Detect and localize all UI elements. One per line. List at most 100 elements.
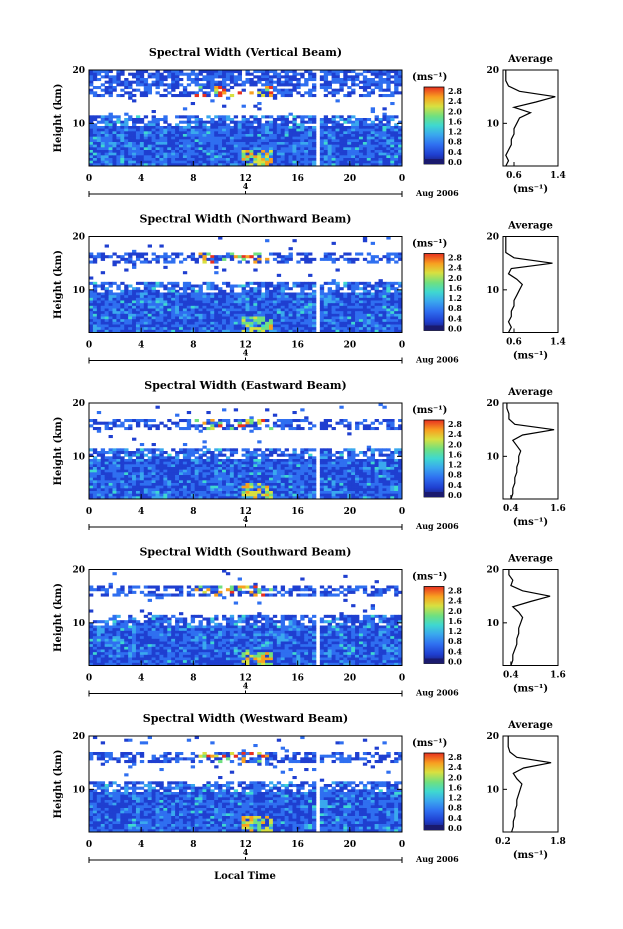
colorbar-tick-label: 0.4 — [448, 813, 462, 823]
colorbar-tick-label: 0.4 — [448, 646, 462, 656]
colorbar-tick-label: 2.4 — [448, 429, 462, 439]
x-tick-label: 12 — [239, 840, 252, 850]
colorbar — [423, 419, 445, 498]
colorbar-tick-label: 2.4 — [448, 762, 462, 772]
colorbar-tick-label: 0.0 — [448, 490, 462, 500]
average-title: Average — [507, 720, 553, 731]
average-x-label: (ms⁻¹) — [513, 184, 548, 195]
x-tick-label: 20 — [344, 174, 357, 184]
average-profile-line — [508, 569, 551, 666]
colorbar-tick-label: 1.2 — [448, 626, 462, 636]
colorbar-tick-label: 2.8 — [448, 752, 462, 762]
colorbar-tick-label: 0.4 — [448, 147, 462, 157]
x-tick-label: 4 — [138, 507, 144, 517]
colorbar-tick-label: 0.4 — [448, 480, 462, 490]
x-tick-label: 8 — [190, 674, 196, 684]
x-tick-label: 8 — [190, 840, 196, 850]
x-tick-label: 4 — [138, 840, 144, 850]
average-profile-line — [507, 736, 552, 833]
colorbar-tick-label: 0.0 — [448, 823, 462, 833]
colorbar-tick-label: 1.2 — [448, 127, 462, 137]
colorbar-tick-label: 2.0 — [448, 606, 462, 616]
colorbar-tick-label: 2.8 — [448, 253, 462, 263]
colorbar-low — [424, 825, 444, 830]
x-tick-label: 4 — [138, 174, 144, 184]
avg-x-tick-label: 0.4 — [503, 504, 519, 514]
y-tick-label: 10 — [72, 119, 85, 129]
panel-title: Spectral Width (Northward Beam) — [140, 213, 352, 226]
avg-x-tick-label: 1.4 — [550, 171, 566, 181]
x-tick-label: 16 — [291, 674, 304, 684]
colorbar-tick-label: 2.8 — [448, 586, 462, 596]
colorbar-tick-label: 2.4 — [448, 96, 462, 106]
colorbar-low — [424, 492, 444, 497]
y-axis-label: Height (km) — [53, 583, 64, 652]
y-tick-label: 20 — [72, 399, 85, 409]
y-tick-label: 10 — [72, 785, 85, 795]
colorbar-tick-label: 0.0 — [448, 324, 462, 334]
y-axis-label: Height (km) — [53, 750, 64, 819]
x-tick-label: 12 — [239, 507, 252, 517]
heatmap-cells — [89, 403, 403, 500]
date-label: Aug 2006 — [415, 521, 459, 531]
panel-3: Spectral Width (Southward Beam) Height (k… — [53, 546, 566, 698]
date-label: Aug 2006 — [415, 355, 459, 365]
colorbar-tick-label: 0.0 — [448, 157, 462, 167]
date-label: Aug 2006 — [415, 188, 459, 198]
y-tick-label: 20 — [72, 732, 85, 742]
average-x-label: (ms⁻¹) — [513, 517, 548, 528]
heatmap-cells — [89, 569, 403, 666]
colorbar — [423, 253, 445, 331]
avg-x-tick-label: 1.6 — [550, 504, 566, 514]
x-tick-label: 0 — [86, 507, 92, 517]
colorbar-tick-label: 0.8 — [448, 470, 462, 480]
colorbar-tick-label: 1.6 — [448, 283, 462, 293]
average-x-label: (ms⁻¹) — [513, 684, 548, 695]
x-tick-label: 8 — [190, 174, 196, 184]
colorbar-tick-label: 1.6 — [448, 782, 462, 792]
panel-title: Spectral Width (Eastward Beam) — [144, 379, 346, 392]
colorbar-tick-label: 0.0 — [448, 657, 462, 667]
avg-y-tick-label: 10 — [486, 452, 499, 462]
x-tick-label: 16 — [291, 507, 304, 517]
x-tick-label: 4 — [138, 341, 144, 351]
colorbar-unit: (ms⁻¹) — [412, 738, 447, 749]
colorbar-unit: (ms⁻¹) — [412, 72, 447, 83]
x-tick-label: 12 — [239, 174, 252, 184]
avg-y-tick-label: 20 — [486, 66, 499, 76]
avg-x-tick-label: 0.6 — [506, 338, 522, 348]
colorbar-tick-label: 2.8 — [448, 419, 462, 429]
colorbar-tick-label: 2.0 — [448, 772, 462, 782]
y-axis-label: Height (km) — [53, 250, 64, 319]
x-tick-label: 4 — [138, 674, 144, 684]
date-marker-label: 4 — [243, 681, 249, 691]
x-tick-label: 20 — [344, 507, 357, 517]
x-tick-label: 20 — [344, 840, 357, 850]
avg-y-tick-label: 10 — [486, 619, 499, 629]
average-x-label: (ms⁻¹) — [513, 351, 548, 362]
x-tick-label: 0 — [399, 174, 405, 184]
average-profile-line — [505, 70, 556, 167]
colorbar-tick-label: 0.4 — [448, 313, 462, 323]
x-tick-label: 0 — [86, 341, 92, 351]
date-marker-label: 4 — [243, 181, 249, 191]
heatmap-cells — [89, 736, 403, 833]
x-tick-label: 0 — [399, 840, 405, 850]
avg-y-tick-label: 20 — [486, 732, 499, 742]
x-tick-label: 16 — [291, 174, 304, 184]
average-x-label: (ms⁻¹) — [513, 850, 548, 861]
panel-title: Spectral Width (Vertical Beam) — [149, 46, 342, 59]
avg-y-tick-label: 20 — [486, 566, 499, 576]
average-frame — [502, 735, 559, 833]
colorbar-tick-label: 2.0 — [448, 106, 462, 116]
colorbar-low — [424, 658, 444, 664]
x-tick-label: 0 — [399, 507, 405, 517]
panel-title: Spectral Width (Westward Beam) — [143, 712, 348, 725]
colorbar-tick-label: 0.8 — [448, 137, 462, 147]
x-tick-label: 8 — [190, 507, 196, 517]
colorbar-tick-label: 0.8 — [448, 303, 462, 313]
date-marker-label: 4 — [243, 348, 249, 358]
average-frame — [502, 69, 559, 167]
avg-x-tick-label: 1.4 — [550, 338, 566, 348]
avg-x-tick-label: 0.6 — [506, 171, 522, 181]
